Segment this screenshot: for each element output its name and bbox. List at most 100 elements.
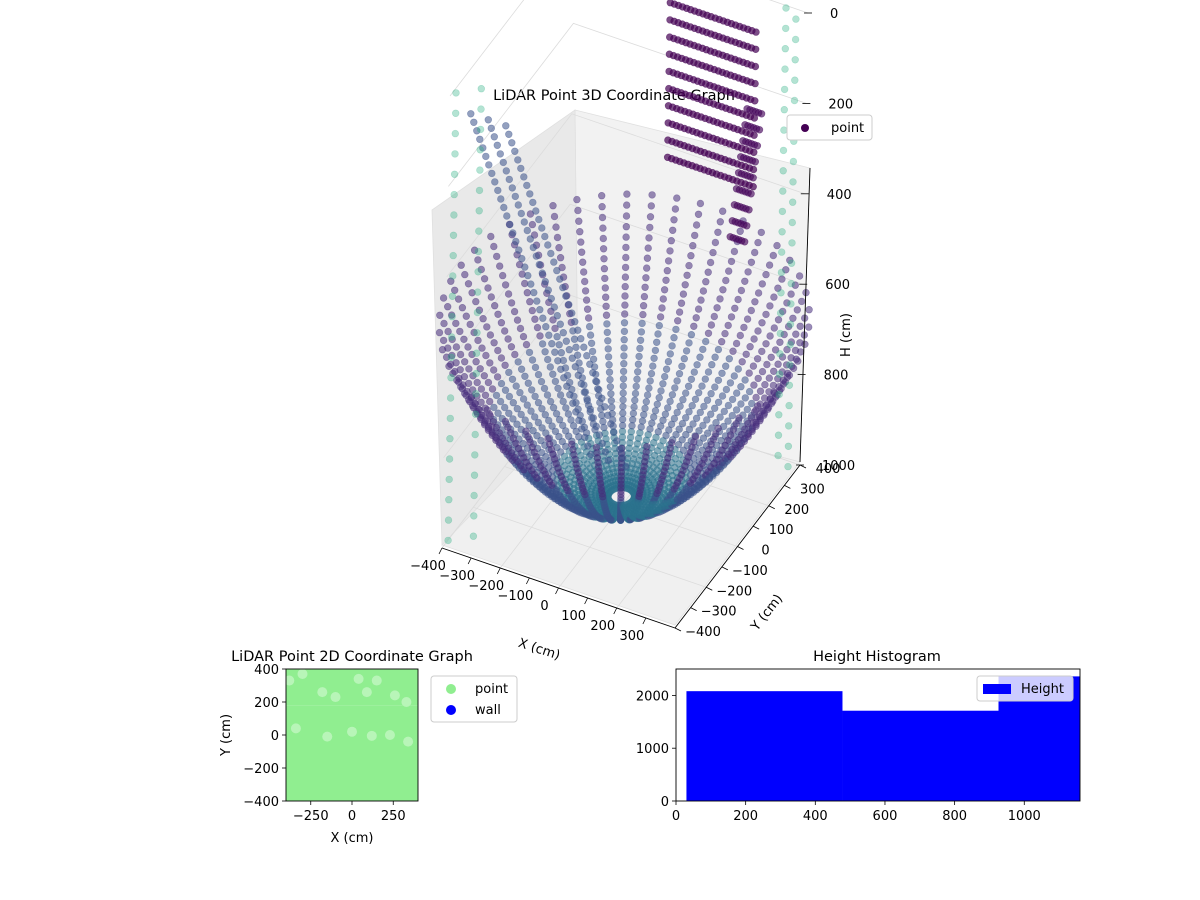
point-bowl — [749, 362, 758, 370]
point-stream — [541, 277, 549, 286]
point-bowl — [642, 264, 651, 272]
point-bowl — [490, 403, 498, 412]
y-tick-label-2d: 0 — [271, 729, 279, 744]
point-outlier — [470, 491, 478, 500]
grid-line-wall-z — [446, 113, 805, 278]
point-bowl — [747, 258, 756, 266]
point-bowl — [551, 377, 560, 386]
point-bowl — [597, 192, 606, 200]
point-wall-cluster — [752, 28, 760, 36]
legend-hist-frame — [976, 675, 1074, 702]
y-tick-label: 0 — [761, 544, 769, 559]
grid-line-wall-z — [444, 203, 804, 368]
point-bowl — [716, 218, 724, 226]
point-bowl — [655, 321, 663, 330]
point-stream — [592, 422, 600, 431]
point-bowl — [606, 383, 615, 391]
point-bowl — [620, 344, 628, 352]
point-bowl — [470, 328, 478, 337]
point-bowl — [493, 373, 502, 381]
point-bowl — [704, 268, 712, 276]
point-bowl — [607, 390, 615, 398]
point-bowl — [490, 242, 498, 251]
point-bowl — [604, 353, 613, 361]
point-bowl — [765, 261, 774, 269]
point-bowl — [750, 335, 758, 343]
point-stream — [568, 354, 576, 362]
point-stream — [535, 215, 543, 224]
point-bowl — [778, 353, 787, 361]
point-outlier — [450, 211, 458, 219]
x-tick-label: 300 — [619, 629, 644, 644]
point-outlier — [777, 289, 785, 297]
point-bowl — [486, 397, 494, 406]
point-outlier — [781, 24, 790, 33]
point-bowl — [691, 432, 700, 441]
point-stream — [532, 207, 540, 215]
point-stream — [470, 118, 478, 127]
point-outlier — [785, 381, 794, 389]
point-bowl — [599, 224, 607, 232]
point-outlier — [472, 390, 480, 398]
point-cloud-2d — [286, 669, 418, 801]
point-bowl — [744, 268, 752, 276]
point-bowl — [537, 436, 545, 445]
point-bowl — [644, 244, 652, 252]
point-bowl — [737, 439, 746, 447]
point-bowl — [619, 409, 627, 417]
point-bowl — [554, 384, 562, 392]
point-bowl — [538, 424, 546, 432]
point-outlier — [475, 227, 483, 235]
point-bowl — [468, 289, 476, 297]
point-bowl — [714, 398, 723, 406]
point-bowl — [732, 406, 741, 414]
point-bowl — [525, 421, 533, 430]
point-stream — [518, 254, 526, 263]
point-bowl — [573, 195, 581, 204]
point-bowl — [687, 252, 695, 260]
point-bowl — [513, 316, 522, 324]
point-bowl — [698, 382, 706, 390]
point-bowl — [671, 384, 679, 392]
point-bowl — [555, 341, 563, 349]
point-bowl — [717, 338, 726, 346]
point-bowl — [714, 345, 723, 354]
point-bowl — [675, 425, 683, 433]
point-bowl — [599, 245, 608, 253]
point-bowl — [598, 213, 607, 222]
legend-3d-label: point — [831, 121, 864, 136]
point-stream — [521, 263, 529, 271]
x-tick-label-2d: 0 — [348, 809, 356, 824]
point-bowl — [633, 375, 641, 383]
point-bowl — [734, 295, 742, 304]
y-tick-label: −400 — [685, 625, 721, 640]
point-stream — [544, 286, 552, 294]
point-stream — [503, 212, 511, 220]
x-tick-label: 100 — [561, 609, 586, 624]
point-bowl — [690, 231, 699, 240]
point-bowl — [534, 370, 543, 379]
point-bowl — [477, 265, 485, 274]
point-bowl — [505, 409, 513, 417]
point-bowl — [461, 358, 469, 366]
point-stream — [589, 369, 597, 377]
point-bowl — [743, 315, 752, 323]
y-tick-label: 400 — [816, 462, 841, 477]
legend-hist-label: Height — [1021, 682, 1064, 697]
point-outlier — [786, 320, 795, 328]
point-bowl — [531, 315, 539, 323]
point-bowl — [648, 419, 656, 427]
point-bowl — [505, 368, 513, 377]
point-bowl — [549, 202, 557, 210]
point-bowl — [791, 346, 800, 355]
point-outlier — [785, 401, 793, 410]
point-bowl — [652, 338, 661, 346]
point-bowl — [782, 266, 790, 274]
point-bowl — [758, 347, 766, 356]
point-bowl — [637, 328, 646, 336]
point-bowl — [708, 361, 716, 369]
point-bowl — [638, 319, 646, 328]
point-bowl — [558, 437, 566, 446]
point-bowl — [620, 310, 629, 318]
point-stream — [496, 150, 504, 158]
